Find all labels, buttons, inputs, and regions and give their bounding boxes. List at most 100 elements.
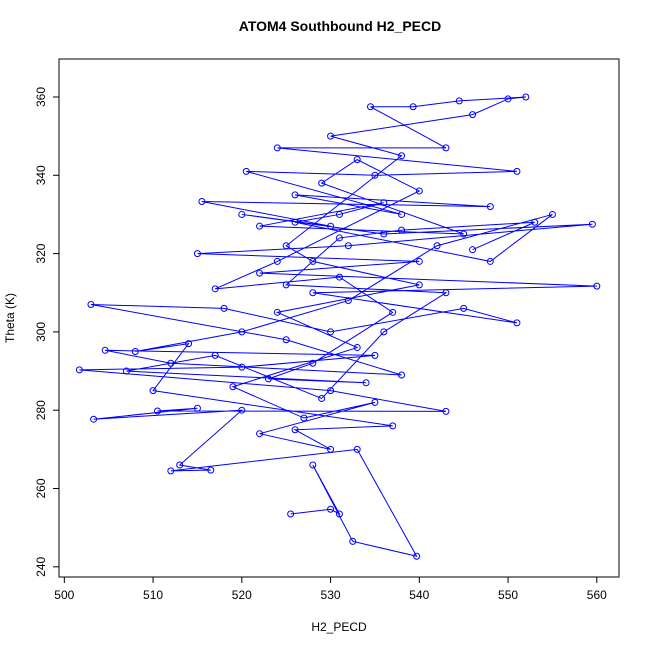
point (287, 510, 295, 518)
x-tick-label: 500 (54, 588, 74, 602)
point (398, 210, 406, 218)
point (101, 346, 109, 354)
point (344, 297, 352, 305)
point (211, 285, 219, 293)
point (282, 242, 290, 250)
point (389, 308, 397, 316)
point (211, 351, 219, 359)
point (398, 371, 406, 379)
point (229, 383, 237, 391)
point (167, 467, 175, 475)
point (522, 93, 530, 101)
point (300, 414, 308, 422)
x-tick-label: 560 (587, 588, 607, 602)
point (349, 537, 357, 545)
point (460, 230, 468, 238)
point (327, 328, 335, 336)
point (309, 289, 317, 297)
point (486, 257, 494, 265)
point (238, 328, 246, 336)
y-tick-label: 300 (34, 322, 48, 342)
point (327, 505, 335, 513)
point (193, 404, 201, 412)
point (469, 246, 477, 254)
point (273, 308, 281, 316)
point (327, 132, 335, 140)
y-tick-label: 320 (34, 243, 48, 263)
point (238, 363, 246, 371)
point (335, 210, 343, 218)
point (398, 226, 406, 234)
point (442, 407, 450, 415)
point (198, 198, 206, 206)
point (460, 304, 468, 312)
point (353, 445, 361, 453)
point (335, 273, 343, 281)
point (353, 344, 361, 352)
point (264, 375, 272, 383)
point (442, 144, 450, 152)
point (371, 398, 379, 406)
x-tick-label: 520 (232, 588, 252, 602)
point (513, 167, 521, 175)
point (588, 220, 596, 228)
y-axis-label: Theta (K) (3, 293, 17, 343)
point (185, 340, 193, 348)
y-tick-label: 240 (34, 556, 48, 576)
point (167, 359, 175, 367)
y-tick-label: 360 (34, 87, 48, 107)
point (238, 210, 246, 218)
point (367, 103, 375, 111)
point (371, 351, 379, 359)
point (469, 111, 477, 119)
point (256, 430, 264, 438)
point (154, 407, 162, 415)
x-tick-label: 550 (498, 588, 518, 602)
point (238, 406, 246, 414)
x-tick-label: 530 (321, 588, 341, 602)
y-tick-label: 280 (34, 400, 48, 420)
point (282, 281, 290, 289)
point (318, 394, 326, 402)
point (335, 510, 343, 518)
point (309, 257, 317, 265)
point (380, 199, 388, 207)
point (309, 359, 317, 367)
plot-frame (58, 58, 620, 578)
point (291, 191, 299, 199)
point (486, 203, 494, 211)
point (380, 230, 388, 238)
point (362, 379, 370, 387)
point (327, 222, 335, 230)
point (513, 319, 521, 327)
point (309, 461, 317, 469)
point (415, 257, 423, 265)
point (409, 103, 417, 111)
point (353, 156, 361, 164)
point (415, 187, 423, 195)
point (413, 552, 421, 560)
point (327, 445, 335, 453)
point (371, 171, 379, 179)
point (149, 387, 157, 395)
point (207, 466, 215, 474)
point (122, 367, 130, 375)
x-tick-label: 540 (409, 588, 429, 602)
point (531, 218, 539, 226)
point (433, 242, 441, 250)
point (318, 179, 326, 187)
point (256, 222, 264, 230)
point (131, 347, 139, 355)
point (442, 289, 450, 297)
x-tick-label: 510 (143, 588, 163, 602)
point (548, 210, 556, 218)
point (176, 461, 184, 469)
point (504, 95, 512, 103)
point (398, 152, 406, 160)
point (87, 300, 95, 308)
point (415, 281, 423, 289)
point (90, 415, 98, 423)
series-line (79, 96, 597, 557)
point (344, 242, 352, 250)
